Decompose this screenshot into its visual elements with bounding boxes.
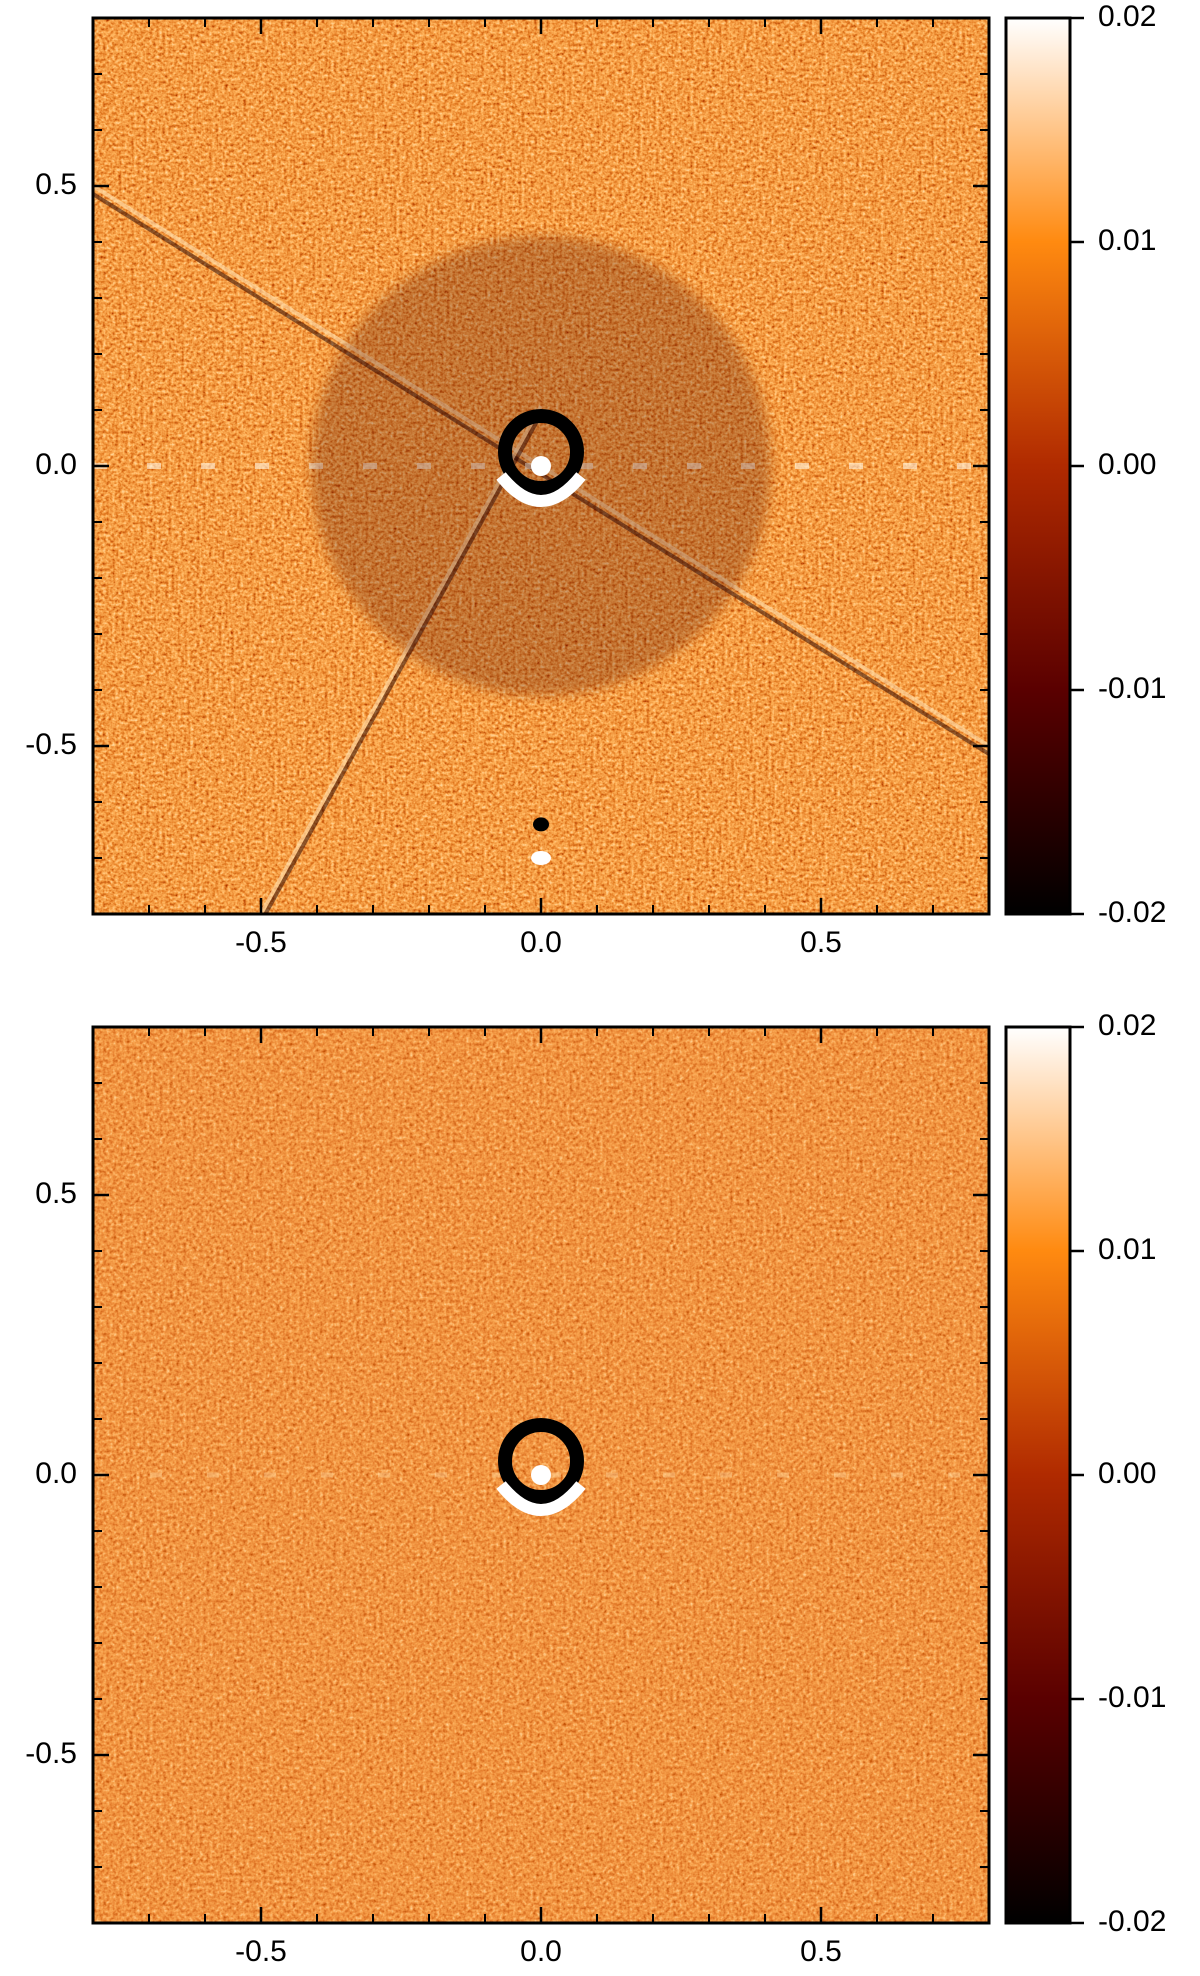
core-dark bbox=[498, 409, 584, 495]
colorbar-tick-label: -0.02 bbox=[1098, 1905, 1166, 1938]
y-tick-label: 0.0 bbox=[35, 1457, 77, 1490]
core-dark bbox=[498, 1418, 584, 1504]
colorbar-tick-label: -0.01 bbox=[1098, 1681, 1166, 1714]
colorbar-tick-label: 0.01 bbox=[1098, 224, 1156, 257]
colorbar-tick-label: -0.02 bbox=[1098, 896, 1166, 929]
y-tick-label: -0.5 bbox=[25, 1737, 77, 1770]
spot bbox=[533, 817, 549, 832]
y-tick-label: 0.5 bbox=[35, 168, 77, 201]
x-tick-label: 0.0 bbox=[520, 926, 562, 959]
colorbar bbox=[1004, 1025, 1072, 1925]
core-bright bbox=[496, 472, 586, 507]
colorbar-tick-label: 0.02 bbox=[1098, 0, 1156, 33]
colorbar-tick-label: -0.01 bbox=[1098, 672, 1166, 705]
core bbox=[531, 1465, 551, 1485]
colorbar-tick-label: 0.02 bbox=[1098, 1009, 1156, 1042]
x-tick-label: 0.0 bbox=[520, 1935, 562, 1968]
core-bright bbox=[496, 1481, 586, 1516]
y-tick-label: -0.5 bbox=[25, 728, 77, 761]
core bbox=[531, 456, 551, 476]
image bbox=[93, 18, 989, 914]
image bbox=[93, 1027, 989, 1923]
x-tick-label: 0.5 bbox=[800, 1935, 842, 1968]
colorbar-tick-label: 0.00 bbox=[1098, 1457, 1156, 1490]
colorbar-tick-label: 0.00 bbox=[1098, 448, 1156, 481]
x-tick-label: -0.5 bbox=[235, 926, 287, 959]
x-tick-label: -0.5 bbox=[235, 1935, 287, 1968]
y-tick-label: 0.0 bbox=[35, 448, 77, 481]
colorbar-tick-label: 0.01 bbox=[1098, 1233, 1156, 1266]
x-tick-label: 0.5 bbox=[800, 926, 842, 959]
colorbar bbox=[1004, 16, 1072, 916]
y-tick-label: 0.5 bbox=[35, 1177, 77, 1210]
spot bbox=[531, 851, 551, 865]
